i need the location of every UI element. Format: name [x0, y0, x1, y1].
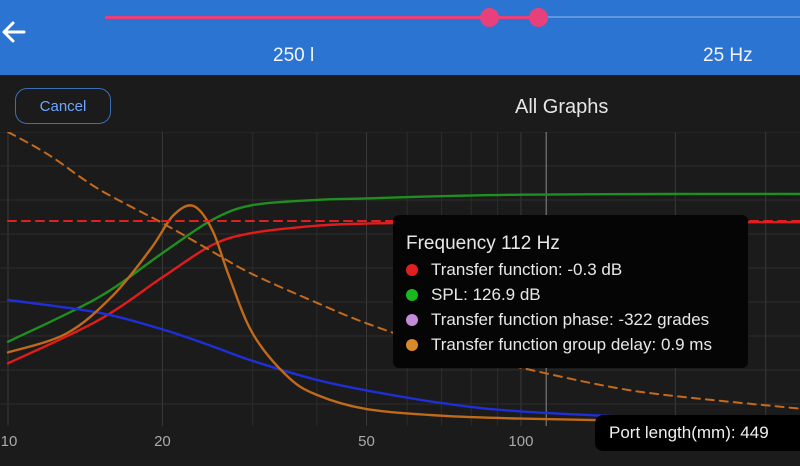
slider-track-inactive [538, 16, 800, 18]
back-button[interactable] [0, 14, 30, 50]
port-length-readout: Port length(mm): 449 [595, 415, 800, 451]
cancel-button[interactable]: Cancel [15, 88, 111, 124]
slider-thumb-volume[interactable] [480, 8, 499, 27]
x-tick-label: 50 [358, 433, 375, 450]
frequency-tooltip: Frequency 112 Hz Transfer function: -0.3… [393, 215, 748, 368]
x-tick-label: 20 [154, 433, 171, 450]
volume-label: 250 l [273, 45, 315, 66]
tooltip-row-group-delay: Transfer function group delay: 0.9 ms [406, 335, 712, 355]
series-line-spl [6, 192, 800, 343]
x-tick-label: 100 [508, 433, 533, 450]
legend-dot-transfer [406, 264, 418, 276]
tooltip-frequency: Frequency 112 Hz [406, 233, 560, 254]
tooltip-row-label: Transfer function: -0.3 dB [431, 260, 623, 279]
legend-dot-phase [406, 314, 418, 326]
series-line-group-delay-reference [7, 132, 800, 410]
legend-dot-group-delay [406, 339, 418, 351]
back-arrow-icon [2, 21, 26, 43]
slider-thumb-tuning[interactable] [529, 8, 548, 27]
tooltip-row-phase: Transfer function phase: -322 grades [406, 310, 709, 330]
tuning-frequency-label: 25 Hz [703, 45, 753, 66]
legend-dot-spl [406, 289, 418, 301]
top-bar: 250 l 25 Hz [0, 0, 800, 75]
slider-track-active [105, 16, 538, 19]
tooltip-row-label: SPL: 126.9 dB [431, 285, 541, 304]
range-slider[interactable] [105, 8, 800, 27]
tooltip-row-label: Transfer function group delay: 0.9 ms [431, 335, 712, 354]
page-title: All Graphs [515, 96, 609, 118]
tooltip-row-transfer: Transfer function: -0.3 dB [406, 260, 622, 280]
tooltip-row-spl: SPL: 126.9 dB [406, 285, 541, 305]
tooltip-row-label: Transfer function phase: -322 grades [431, 310, 710, 329]
x-tick-label: 10 [1, 433, 18, 450]
series-line-transfer-function-group-delay [6, 204, 800, 424]
